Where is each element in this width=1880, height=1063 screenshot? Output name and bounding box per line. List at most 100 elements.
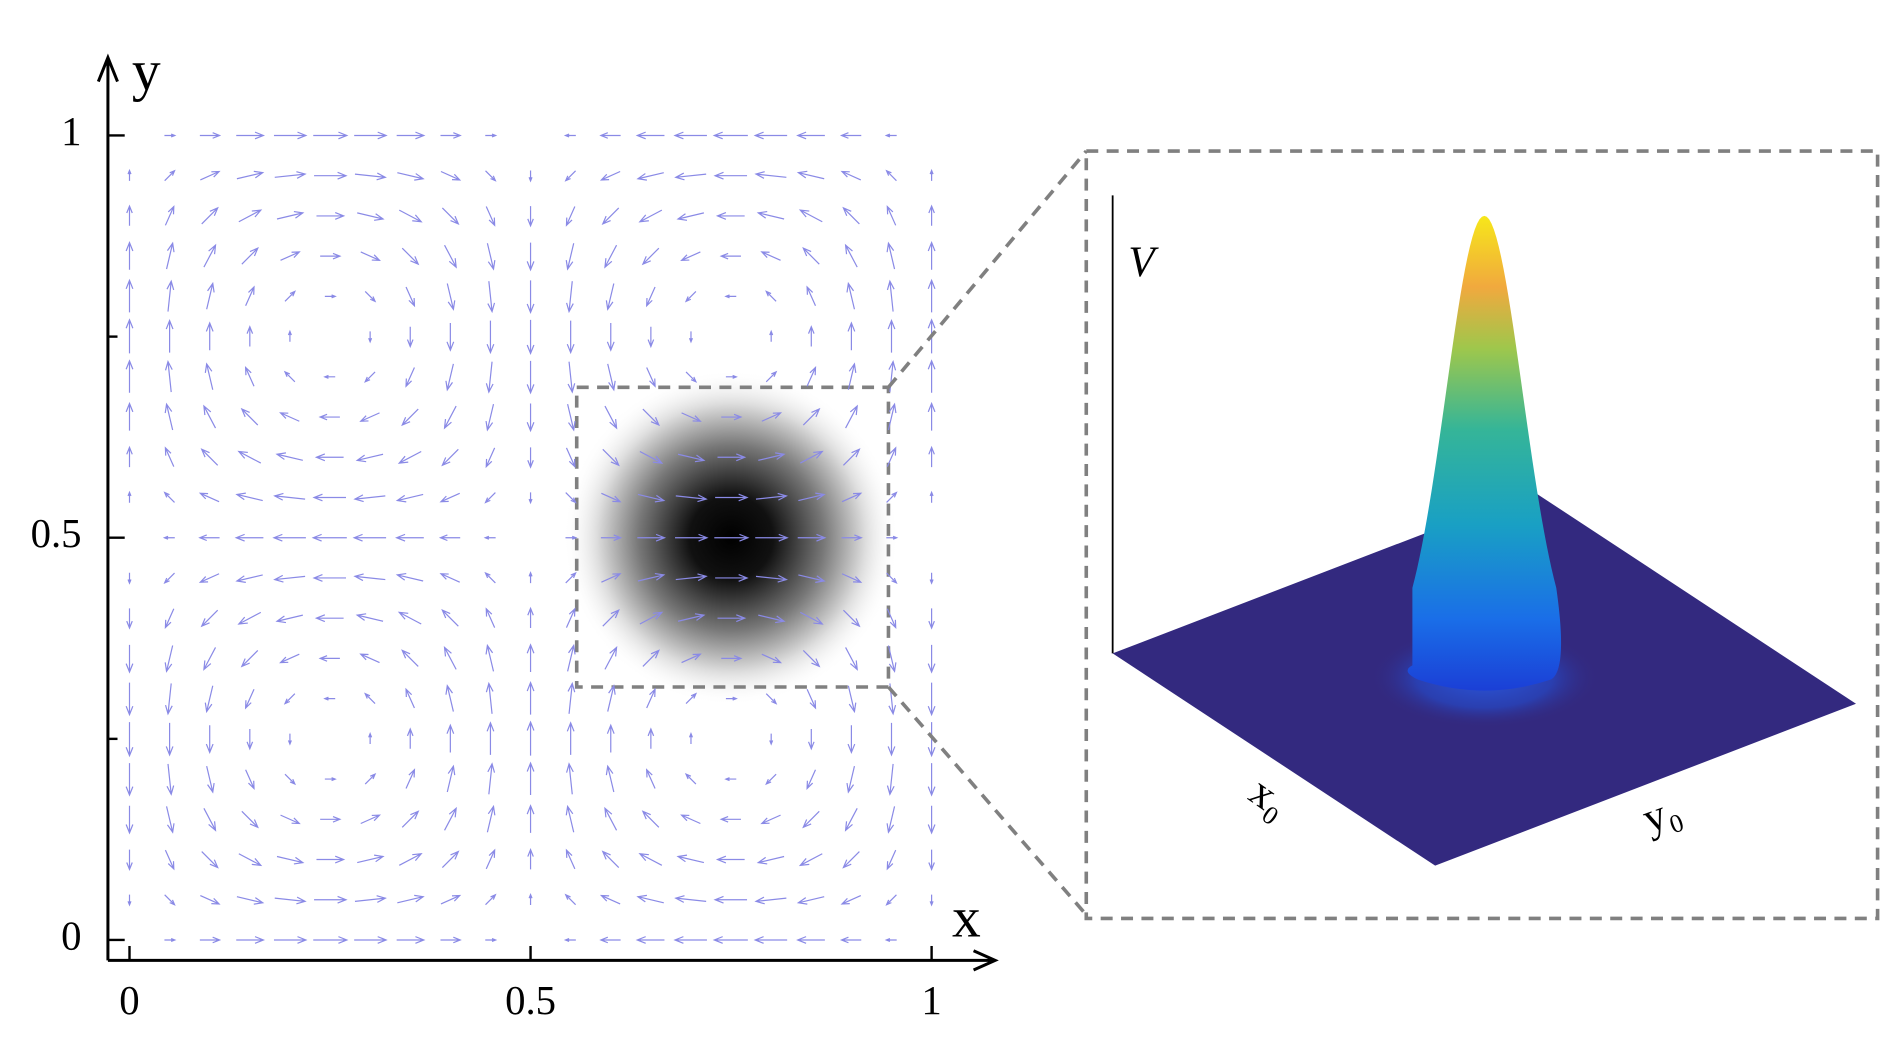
flow-arrow: [526, 643, 535, 672]
flow-arrow: [246, 325, 254, 347]
flow-arrow: [886, 205, 897, 226]
flow-arrow: [486, 320, 495, 355]
flow-arrow: [353, 573, 386, 582]
flow-arrow: [565, 607, 576, 628]
flow-arrow: [312, 493, 346, 502]
flow-arrow: [405, 687, 415, 709]
flow-arrow: [203, 647, 217, 671]
flow-arrow: [440, 894, 462, 905]
y-tick-label: 0.5: [31, 511, 82, 556]
flow-arrow: [885, 169, 897, 182]
peak-surface: [1407, 215, 1562, 691]
flow-arrow: [565, 492, 577, 504]
flow-arrow: [360, 251, 381, 262]
flow-arrow: [713, 171, 748, 180]
flow-arrow: [567, 361, 576, 394]
flow-arrow: [765, 693, 778, 705]
flow-arrow: [313, 131, 349, 140]
flow-arrow: [927, 805, 936, 835]
flow-arrow: [486, 804, 496, 833]
flow-arrow: [485, 848, 496, 870]
flow-arrow: [485, 607, 496, 628]
flow-arrow: [647, 326, 655, 349]
flow-arrow: [314, 895, 348, 904]
flow-arrow: [754, 896, 787, 905]
flow-arrow: [845, 404, 858, 429]
flow-arrow: [638, 852, 663, 866]
flow-arrow: [927, 278, 936, 313]
flow-arrow: [446, 723, 455, 753]
flow-arrow: [807, 325, 815, 347]
flow-arrow: [637, 533, 667, 542]
flow-arrow: [724, 294, 737, 299]
x0-label: x₀: [1241, 768, 1298, 828]
flow-arrow: [674, 172, 707, 181]
flow-arrow: [401, 649, 419, 667]
flow-arrow: [765, 773, 777, 786]
flow-arrow: [446, 283, 456, 311]
flow-arrow: [318, 413, 340, 421]
flow-arrow: [127, 572, 132, 585]
flow-arrow: [526, 720, 535, 756]
flow-arrow: [200, 448, 219, 466]
flow-arrow: [206, 281, 215, 310]
flow-arrow: [164, 205, 175, 226]
flow-arrow: [846, 766, 856, 794]
flow-arrow: [280, 251, 301, 261]
flow-arrow: [401, 247, 420, 266]
flow-arrow: [352, 533, 387, 542]
flow-arrow: [164, 608, 175, 630]
flow-arrow: [162, 535, 175, 540]
flow-arrow: [756, 210, 785, 220]
flow-arrow: [238, 853, 263, 867]
flow-arrow: [567, 643, 576, 672]
flow-arrow: [527, 447, 534, 469]
flow-arrow: [635, 131, 665, 140]
flow-arrow: [444, 806, 457, 831]
flow-arrow: [602, 448, 620, 467]
flow-arrow: [601, 850, 620, 868]
flow-arrow: [165, 722, 174, 757]
flow-arrow: [927, 644, 936, 674]
flow-arrow: [839, 132, 862, 139]
flow-arrow: [364, 291, 377, 303]
flow-arrow: [398, 852, 423, 866]
flow-arrow: [688, 331, 693, 344]
flow-arrow: [639, 450, 664, 464]
flow-arrow: [440, 132, 462, 139]
flow-arrow: [406, 727, 414, 749]
flow-arrow: [368, 331, 373, 344]
flow-arrow: [201, 851, 219, 869]
flow-arrow: [444, 244, 457, 269]
flow-arrow: [125, 318, 134, 354]
flow-arrow: [316, 855, 346, 864]
flow-arrow: [484, 492, 496, 504]
flow-arrow: [641, 247, 660, 266]
flow-arrow: [163, 572, 175, 585]
flow-arrow: [642, 408, 660, 427]
flow-arrow: [600, 534, 623, 542]
flow-arrow: [680, 251, 701, 262]
flow-arrow: [287, 329, 292, 342]
flow-arrow: [357, 212, 385, 221]
flow-arrow: [765, 370, 778, 383]
flow-arrow: [646, 367, 656, 388]
flow-arrow: [842, 206, 860, 225]
flow-arrow: [760, 251, 781, 261]
flow-arrow: [125, 359, 134, 393]
flow-arrow: [842, 851, 860, 869]
flow-arrow: [164, 645, 174, 673]
flow-arrow: [840, 895, 862, 905]
flow-arrow: [884, 133, 897, 138]
zoom-line: [887, 149, 1088, 389]
flow-arrow: [886, 849, 897, 871]
flow-arrow: [886, 279, 895, 312]
flow-arrow: [246, 728, 254, 751]
flow-arrow: [719, 252, 741, 260]
flow-arrow: [886, 241, 896, 270]
flow-arrow: [565, 535, 578, 540]
flow-arrow: [602, 609, 620, 627]
flow-arrow: [273, 936, 308, 944]
flow-arrow: [484, 571, 496, 584]
